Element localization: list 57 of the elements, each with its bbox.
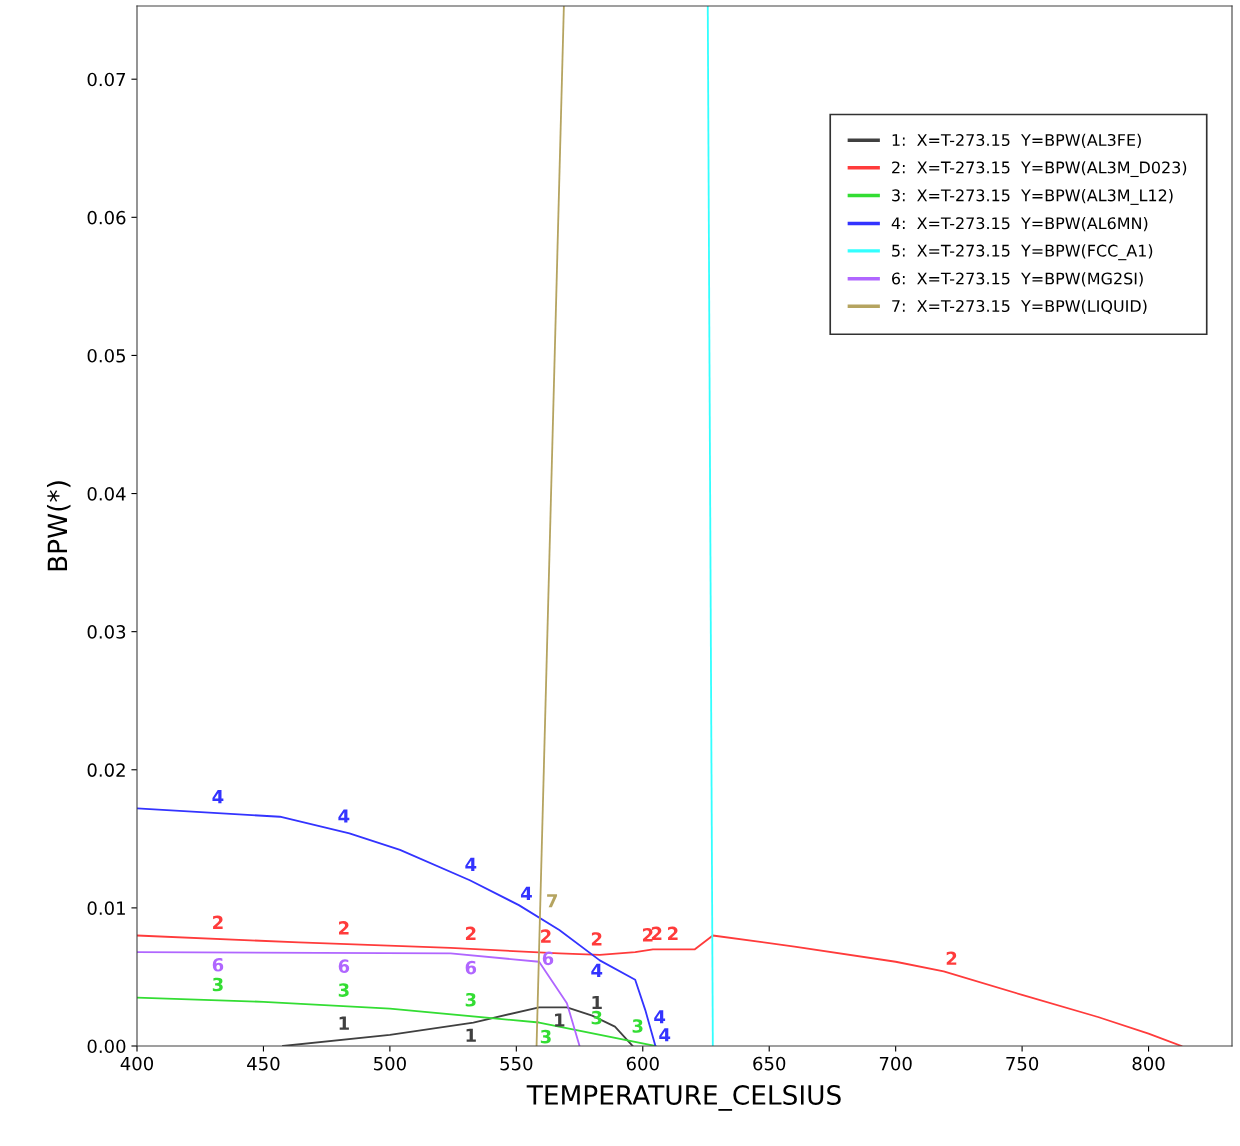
annotation: 2 <box>946 951 957 965</box>
legend-label: 6: X=T-273.15 Y=BPW(MG2SI) <box>892 272 1143 287</box>
annotation: 4 <box>212 790 224 804</box>
legend-label: 7: X=T-273.15 Y=BPW(LIQUID) <box>892 299 1147 314</box>
x-tick-label: 600 <box>626 1056 659 1071</box>
annotation: 4 <box>465 857 477 871</box>
y-tick-label: 0.00 <box>87 1039 126 1054</box>
y-tick-label: 0.04 <box>87 487 126 501</box>
annotation: 4 <box>654 1010 666 1024</box>
y-tick-label: 0.02 <box>87 763 125 777</box>
legend-label: 1: X=T-273.15 Y=BPW(AL3FE) <box>892 133 1141 148</box>
annotation: 3 <box>465 992 476 1007</box>
annotation: 4 <box>520 886 532 900</box>
annotation: 1 <box>555 1013 565 1027</box>
annotation: 3 <box>338 983 349 997</box>
annotation: 2 <box>591 932 602 946</box>
annotation: 4 <box>338 809 350 823</box>
annotation: 4 <box>659 1028 671 1042</box>
legend-label: 3: X=T-273.15 Y=BPW(AL3M_L12) <box>892 189 1173 205</box>
annotation: 1 <box>339 1016 349 1030</box>
annotation: 1 <box>466 1028 476 1042</box>
annotation: 4 <box>591 963 603 977</box>
x-tick-label: 550 <box>500 1056 533 1071</box>
x-tick-label: 800 <box>1132 1056 1165 1071</box>
annotation: 2 <box>465 926 476 941</box>
x-tick-label: 400 <box>120 1056 154 1071</box>
y-axis-title: BPW(*) <box>46 481 71 571</box>
y-tick-label: 0.06 <box>87 210 126 225</box>
legend-label: 5: X=T-273.15 Y=BPW(FCC_A1) <box>892 244 1153 261</box>
y-tick-label: 0.07 <box>87 72 126 87</box>
x-axis-title: TEMPERATURE_CELSIUS <box>526 1085 841 1111</box>
annotation: 6 <box>212 957 224 972</box>
annotation: 6 <box>542 951 554 966</box>
y-tick-label: 0.05 <box>87 348 126 363</box>
annotation: 2 <box>651 926 662 941</box>
annotation: 3 <box>540 1029 551 1044</box>
x-tick-label: 650 <box>753 1056 786 1071</box>
x-tick-label: 500 <box>374 1056 406 1071</box>
annotation: 6 <box>338 959 350 973</box>
x-tick-label: 450 <box>247 1056 280 1071</box>
legend-label: 4: X=T-273.15 Y=BPW(AL6MN) <box>891 216 1148 232</box>
annotation: 2 <box>213 915 223 929</box>
x-tick-label: 750 <box>1006 1056 1039 1071</box>
annotation: 7 <box>547 894 558 908</box>
line-series <box>137 951 581 1046</box>
annotation: 3 <box>632 1019 643 1033</box>
annotation: 6 <box>465 960 477 975</box>
annotation: 2 <box>541 929 551 943</box>
annotation: 2 <box>642 927 653 942</box>
legend-label: 2: X=T-273.15 Y=BPW(AL3M_D023) <box>892 161 1187 178</box>
annotation: 2 <box>668 926 678 941</box>
x-tick-label: 700 <box>879 1056 912 1071</box>
annotation: 3 <box>212 977 223 992</box>
annotation: 1 <box>592 995 602 1010</box>
annotation: 2 <box>339 921 349 935</box>
y-tick-label: 0.01 <box>87 901 125 915</box>
y-tick-label: 0.03 <box>87 625 126 639</box>
